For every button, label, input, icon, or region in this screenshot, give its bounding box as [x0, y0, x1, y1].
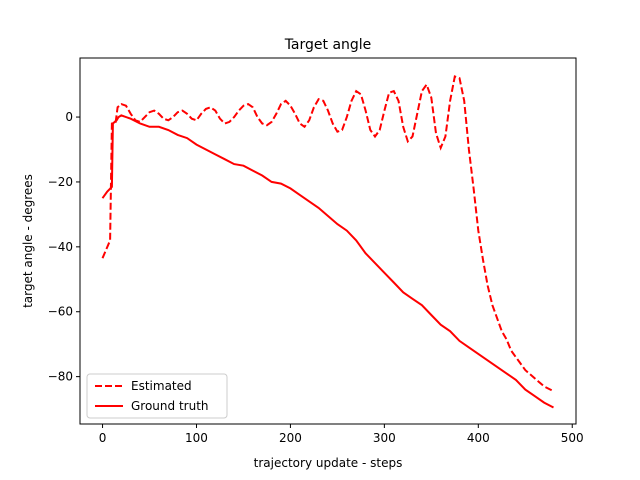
legend-label: Ground truth [131, 399, 209, 413]
plot-frame [79, 57, 577, 425]
x-tick-label: 100 [185, 431, 208, 445]
y-tick-label: −80 [48, 370, 73, 384]
x-tick-label: 200 [279, 431, 302, 445]
y-tick-label: −40 [48, 240, 73, 254]
y-tick-label: −60 [48, 305, 73, 319]
y-axis-label: target angle - degrees [21, 174, 35, 308]
x-axis-label: trajectory update - steps [254, 456, 403, 470]
chart-title: Target angle [284, 37, 372, 53]
y-tick-label: 0 [65, 110, 73, 124]
x-tick-label: 0 [99, 431, 107, 445]
series-line [101, 114, 554, 409]
x-tick-label: 400 [467, 431, 490, 445]
x-tick-label: 500 [561, 431, 584, 445]
x-tick-label: 300 [373, 431, 396, 445]
series-line [101, 75, 554, 393]
y-tick-label: −20 [48, 175, 73, 189]
legend-label: Estimated [131, 379, 192, 393]
